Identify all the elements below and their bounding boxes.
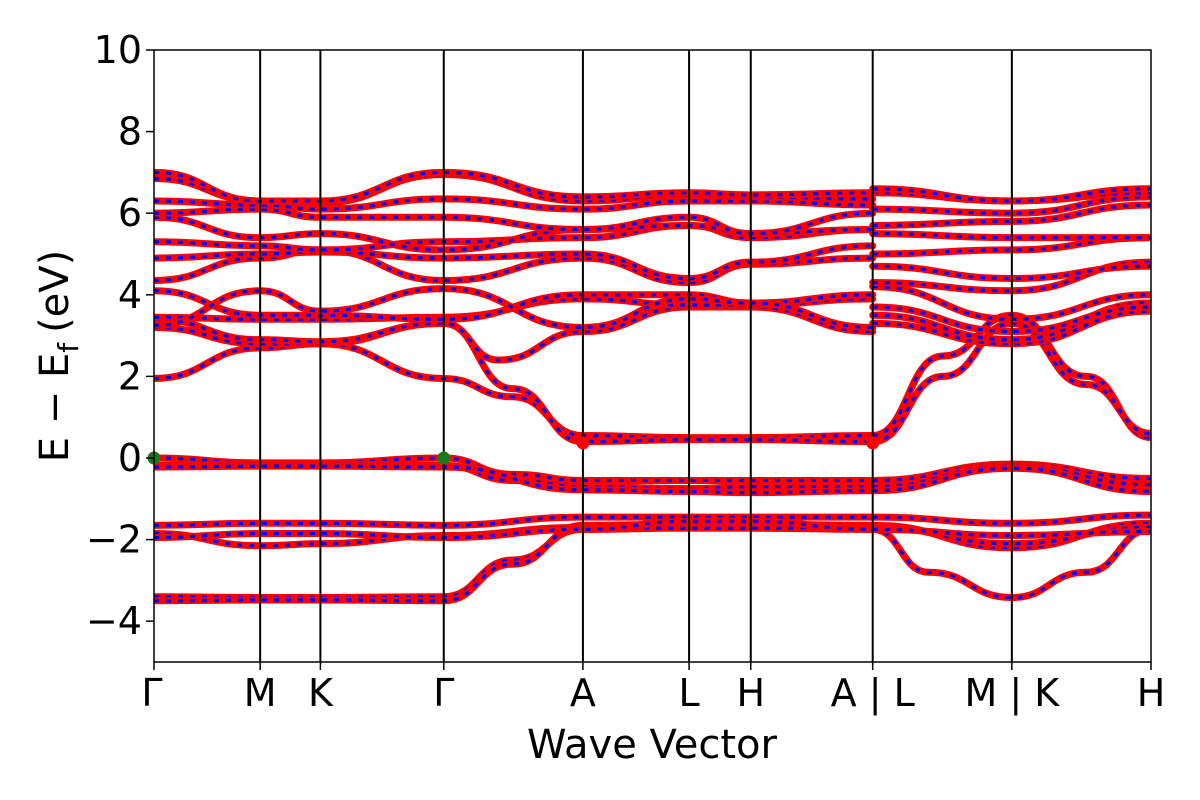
band-line-down-42 <box>154 170 873 203</box>
x-axis-title: Wave Vector <box>527 722 778 768</box>
band-line-down-14 <box>154 464 873 495</box>
band-line-up-36 <box>154 205 877 238</box>
band-line-down-35 <box>872 232 1151 240</box>
band-line-down-11 <box>872 462 1151 483</box>
x-tick-label-9: H <box>1137 671 1166 715</box>
x-tick-label-2: K <box>308 671 334 715</box>
band-line-up-30 <box>154 242 877 282</box>
y-axis-title-subscript: f <box>52 342 85 353</box>
vbm-marker-1 <box>437 451 451 465</box>
band-line-down-10 <box>154 456 873 483</box>
y-axis-title: E − Ef (eV) <box>32 250 85 463</box>
band-line-down-15 <box>872 466 1151 494</box>
cbm-marker-3 <box>866 436 880 450</box>
y-tick-label-4: 4 <box>118 273 142 317</box>
bands-layer <box>154 168 1151 605</box>
y-tick-label-5: 6 <box>118 191 142 235</box>
x-tick-label-8: M | K <box>965 671 1061 716</box>
x-tick-label-4: A <box>570 671 596 715</box>
band-line-down-23 <box>872 301 1151 342</box>
band-line-down-43 <box>872 187 1151 203</box>
x-tick-label-3: Γ <box>433 671 454 715</box>
y-tick-label-6: 8 <box>118 110 142 154</box>
band-line-down-16 <box>154 342 873 440</box>
y-axis-title-unit: (eV) <box>32 250 78 333</box>
band-line-down-36 <box>154 207 873 236</box>
x-tick-label-5: L <box>678 671 699 715</box>
band-line-down-21 <box>872 309 1151 346</box>
y-tick-label-1: −2 <box>86 518 142 562</box>
band-line-up-18 <box>154 319 877 446</box>
kpath-divider-lines <box>259 50 1013 662</box>
band-line-down-9 <box>872 527 1151 538</box>
y-axis-title-main: E − E <box>32 353 78 463</box>
x-tick-label-0: Γ <box>141 671 162 715</box>
band-line-down-25 <box>872 305 1151 334</box>
x-tick-label-1: M <box>244 671 277 715</box>
band-line-down-39 <box>872 195 1151 215</box>
y-tick-label-7: 10 <box>94 28 142 72</box>
band-line-down-7 <box>872 513 1151 525</box>
x-tick-label-6: H <box>736 671 765 715</box>
band-extrema-markers <box>147 436 880 465</box>
y-axis-ticks: −4 −2 0 2 4 6 8 10 <box>86 28 154 643</box>
plot-frame <box>153 49 1152 663</box>
band-line-up-42 <box>154 168 877 205</box>
band-line-down-31 <box>872 264 1151 281</box>
band-line-down-37 <box>872 203 1151 228</box>
band-line-down-29 <box>872 260 1151 293</box>
y-tick-label-2: 0 <box>118 436 142 480</box>
cbm-marker-2 <box>576 436 590 450</box>
x-tick-label-7: A | L <box>831 671 915 716</box>
y-tick-label-3: 2 <box>118 354 142 398</box>
y-tick-label-0: −4 <box>86 599 142 643</box>
